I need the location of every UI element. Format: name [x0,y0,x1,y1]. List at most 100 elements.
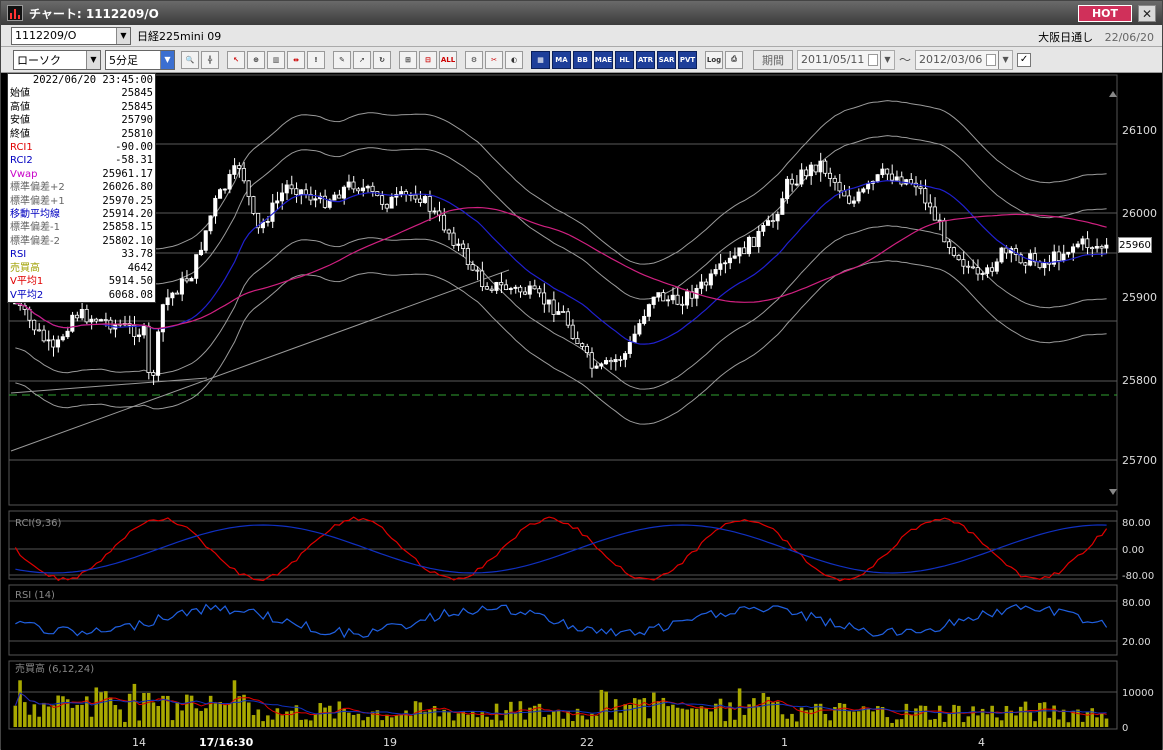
chevron-down-icon[interactable]: ▼ [880,50,894,69]
date-from-value: 2011/05/11 [801,53,865,66]
all-icon[interactable]: ALL [439,50,457,69]
toolbar: ローソク ▼ 5分足 ▼ 🔍 ╬ ↖ ⊕ ▥ ⇹ ! ✎ ➚ ↻ ⊞ ⊟ ALL… [1,47,1162,73]
volume-panel-label: 売買高 (6,12,24) [15,662,94,675]
export-icon[interactable]: ⎙ [725,50,743,69]
data-window-row: V平均2 6068.08 [10,289,153,302]
data-window-label: 高値 [10,101,30,113]
data-window-value: 26026.80 [102,181,153,194]
symbol-select[interactable]: 1112209/O ▼ [11,26,131,45]
calendar-icon[interactable] [868,53,878,66]
data-window-label: 標準偏差-2 [10,235,60,247]
chevron-down-icon[interactable]: ▼ [116,27,130,44]
data-window-row: 始値 25845 [10,87,153,100]
instrument-name: 日経225mini 09 [137,29,222,43]
zoom-icon[interactable]: 🔍 [181,50,199,69]
chart-type-select[interactable]: ローソク ▼ [13,49,101,70]
rsi-panel-label: RSI (14) [15,590,55,601]
sar-button[interactable]: SAR [657,50,676,69]
expand-icon[interactable]: ⊞ [399,50,417,69]
market-name: 大阪日通し [1038,31,1094,44]
settings-icon[interactable]: ⚙ [465,50,483,69]
x-label-14: 14 [132,736,146,749]
data-window-label: 安値 [10,115,30,127]
chevron-down-icon[interactable]: ▼ [160,50,174,69]
volume-tick-0: 0 [1122,723,1128,734]
crosshair-icon[interactable]: ╬ [201,50,219,69]
data-window-row: 標準偏差+1 25970.25 [10,195,153,208]
data-window-label: Vwap [10,168,38,180]
price-tick-26100: 26100 [1122,124,1157,137]
hot-button[interactable]: HOT [1078,5,1132,22]
pointer-icon[interactable]: ➚ [353,50,371,69]
data-window-value: 25790 [121,114,153,127]
rci-tick-0: 0.00 [1122,545,1144,556]
data-window-label: RCI2 [10,155,33,167]
symbol-value: 1112209/O [15,29,77,42]
data-window-label: RSI [10,249,27,261]
alert-icon[interactable]: ! [307,50,325,69]
rci-tick-80: 80.00 [1122,518,1151,529]
data-window-row: RSI 33.78 [10,248,153,261]
date-from-field[interactable]: 2011/05/11 ▼ [797,49,895,70]
x-label-19: 19 [383,736,397,749]
atr-button[interactable]: ATR [636,50,655,69]
close-button[interactable]: ✕ [1138,5,1156,22]
date-to-field[interactable]: 2012/03/06 ▼ [915,49,1014,70]
rsi-tick-80: 80.00 [1122,598,1151,609]
price-chart-canvas[interactable]: 26100 26000 25900 25800 25700 RCI(9,36) … [1,73,1162,750]
mae-button[interactable]: MAE [594,50,613,69]
data-window-value: 25810 [121,127,153,140]
period-checkbox[interactable]: ✓ [1017,52,1032,67]
cursor-icon[interactable]: ↖ [227,50,245,69]
bb-button[interactable]: BB [573,50,592,69]
log-button[interactable]: Log [705,50,723,69]
split-icon[interactable]: ⇹ [287,50,305,69]
title-bar[interactable]: チャート: 1112209/O HOT ✕ [1,1,1162,25]
wrench-icon[interactable]: ✂ [485,50,503,69]
data-window-row: 終値 25810 [10,128,153,141]
data-window-row: 標準偏差-2 25802.10 [10,235,153,248]
ma-button[interactable]: MA [552,50,571,69]
range-separator: 〜 [899,53,912,67]
collapse-icon[interactable]: ⊟ [419,50,437,69]
x-label-17: 17/16:30 [199,736,254,749]
data-window-row: RCI1 -90.00 [10,141,153,154]
refresh-icon[interactable]: ↻ [373,50,391,69]
bar-chart-icon[interactable]: ▥ [267,50,285,69]
data-window-row: V平均1 5914.50 [10,275,153,288]
data-window-row: 高値 25845 [10,101,153,114]
date-to-value: 2012/03/06 [919,53,983,66]
data-window-row: RCI2 -58.31 [10,154,153,167]
chevron-down-icon[interactable]: ▼ [86,50,100,69]
pvt-button[interactable]: PVT [678,50,697,69]
pencil-icon[interactable]: ✎ [333,50,351,69]
data-window-label: 標準偏差-1 [10,222,60,234]
price-tick-25800: 25800 [1122,374,1157,387]
calendar-icon[interactable] [986,53,997,66]
volume-tick-10000: 10000 [1122,688,1154,699]
data-window-datetime: 2022/06/20 23:45:00 [32,74,153,86]
timeframe-select[interactable]: 5分足 ▼ [105,49,175,70]
hl-button[interactable]: HL [615,50,634,69]
chevron-down-icon[interactable]: ▼ [998,50,1013,69]
data-window-row: 標準偏差-1 25858.15 [10,221,153,234]
data-window-label: 移動平均線 [10,209,60,221]
market-date: 22/06/20 [1104,31,1154,44]
chart-type-value: ローソク [17,53,61,67]
rsi-tick-20: 20.00 [1122,637,1151,648]
data-window-row: 売買高 4642 [10,262,153,275]
palette-icon[interactable]: ◐ [505,50,523,69]
market-info: 大阪日通し 22/06/20 [1038,29,1154,45]
chart-area[interactable]: 26100 26000 25900 25800 25700 RCI(9,36) … [1,73,1162,750]
price-tick-25900: 25900 [1122,291,1157,304]
price-tick-25700: 25700 [1122,454,1157,467]
magnifier-icon[interactable]: ⊕ [247,50,265,69]
period-button[interactable]: 期間 [753,49,793,70]
symbol-bar: 1112209/O ▼ 日経225mini 09 大阪日通し 22/06/20 [1,25,1162,47]
data-window-label: 標準偏差+1 [10,195,65,207]
data-window-label: V平均1 [10,276,44,288]
grid-icon[interactable]: ▦ [531,50,550,69]
data-window-row: 移動平均線 25914.20 [10,208,153,221]
data-window-value: 25914.20 [102,208,153,221]
